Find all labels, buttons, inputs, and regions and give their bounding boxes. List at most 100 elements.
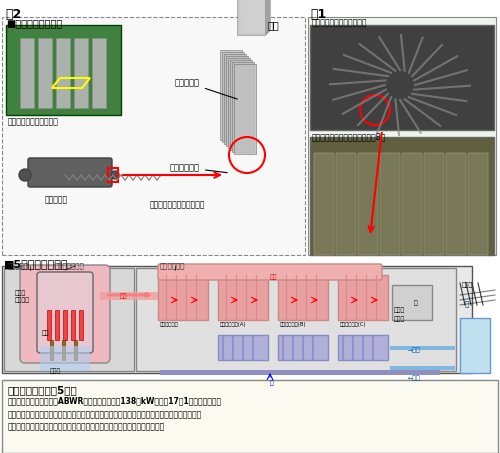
Text: 発電機: 発電機 — [394, 307, 405, 313]
FancyBboxPatch shape — [460, 318, 490, 373]
Text: 復水器: 復水器 — [394, 316, 405, 322]
Text: 蒸気: 蒸気 — [270, 274, 278, 280]
FancyBboxPatch shape — [308, 17, 496, 255]
Text: ←海水: ←海水 — [408, 375, 421, 381]
Text: 改良型沸騰水型軽水炉（ABWR）、定格電気出力138万kW、平成17年1月営業運転開始: 改良型沸騰水型軽水炉（ABWR）、定格電気出力138万kW、平成17年1月営業運… — [8, 396, 222, 405]
Text: カバーを外した低圧タービン（B）: カバーを外した低圧タービン（B） — [312, 132, 386, 141]
Text: 高圧タービン: 高圧タービン — [160, 322, 179, 327]
FancyBboxPatch shape — [402, 153, 422, 255]
Text: 低圧タービン(B): 低圧タービン(B) — [280, 322, 306, 327]
FancyBboxPatch shape — [100, 292, 160, 300]
FancyBboxPatch shape — [241, 0, 269, 31]
Text: 羽根１本が脱落した羽根車: 羽根１本が脱落した羽根車 — [312, 18, 368, 27]
FancyBboxPatch shape — [28, 158, 112, 187]
Text: 図1: 図1 — [310, 8, 326, 21]
FancyBboxPatch shape — [446, 153, 466, 255]
Bar — [71, 310, 75, 340]
Bar — [50, 340, 53, 360]
FancyBboxPatch shape — [224, 54, 246, 144]
Text: タービン軸の羽根取付け部: タービン軸の羽根取付け部 — [150, 200, 206, 209]
FancyBboxPatch shape — [222, 52, 244, 142]
FancyBboxPatch shape — [238, 0, 266, 34]
FancyBboxPatch shape — [37, 272, 93, 353]
Circle shape — [111, 171, 119, 179]
Text: 羽根: 羽根 — [268, 20, 280, 30]
FancyBboxPatch shape — [278, 335, 328, 360]
Text: 水: 水 — [270, 380, 274, 386]
FancyBboxPatch shape — [2, 380, 498, 453]
FancyBboxPatch shape — [136, 268, 456, 371]
FancyBboxPatch shape — [218, 335, 268, 360]
FancyBboxPatch shape — [92, 38, 106, 108]
Text: フォークピン: フォークピン — [170, 163, 227, 173]
FancyBboxPatch shape — [20, 38, 34, 108]
FancyBboxPatch shape — [390, 366, 455, 370]
Text: ■5号機系統概要図: ■5号機系統概要図 — [4, 259, 68, 269]
FancyBboxPatch shape — [232, 62, 254, 152]
FancyBboxPatch shape — [239, 0, 267, 33]
FancyBboxPatch shape — [468, 153, 488, 255]
Text: 原子炉格納容器: 原子炉格納容器 — [55, 262, 85, 269]
FancyBboxPatch shape — [310, 137, 494, 255]
Bar — [62, 340, 65, 360]
Text: タービン建屋: タービン建屋 — [160, 262, 186, 269]
FancyBboxPatch shape — [234, 64, 256, 154]
FancyBboxPatch shape — [314, 153, 334, 255]
FancyBboxPatch shape — [392, 285, 432, 320]
Text: 送電線: 送電線 — [462, 282, 473, 288]
FancyBboxPatch shape — [338, 335, 388, 360]
FancyBboxPatch shape — [226, 56, 248, 146]
FancyBboxPatch shape — [278, 275, 328, 320]
FancyBboxPatch shape — [228, 58, 250, 148]
Text: 原子炉
圧力容器: 原子炉 圧力容器 — [15, 290, 30, 303]
FancyArrowPatch shape — [108, 294, 149, 297]
FancyBboxPatch shape — [2, 17, 305, 255]
FancyBboxPatch shape — [40, 346, 90, 371]
FancyBboxPatch shape — [310, 25, 494, 130]
Text: 低圧タービン(A): 低圧タービン(A) — [220, 322, 246, 327]
Text: 蒸気: 蒸気 — [120, 293, 128, 299]
FancyBboxPatch shape — [56, 38, 70, 108]
Text: 軸: 軸 — [414, 300, 418, 306]
FancyBboxPatch shape — [230, 60, 252, 150]
FancyBboxPatch shape — [336, 153, 356, 255]
FancyBboxPatch shape — [380, 153, 400, 255]
Text: 低圧タービン(C): 低圧タービン(C) — [340, 322, 366, 327]
FancyBboxPatch shape — [358, 153, 378, 255]
FancyBboxPatch shape — [38, 38, 52, 108]
FancyBboxPatch shape — [240, 0, 268, 32]
FancyBboxPatch shape — [74, 38, 88, 108]
Text: 海: 海 — [465, 300, 469, 307]
FancyBboxPatch shape — [2, 266, 472, 373]
Bar — [74, 340, 77, 360]
Text: 燃料: 燃料 — [42, 330, 50, 336]
FancyBboxPatch shape — [20, 265, 110, 363]
Text: →海水: →海水 — [408, 347, 421, 352]
FancyBboxPatch shape — [158, 264, 382, 280]
Bar — [63, 310, 67, 340]
Text: 制御棒: 制御棒 — [50, 368, 61, 374]
FancyBboxPatch shape — [220, 50, 242, 140]
FancyBboxPatch shape — [4, 268, 134, 371]
Text: フォーク部が折れた羽根: フォーク部が折れた羽根 — [8, 117, 59, 126]
FancyBboxPatch shape — [424, 153, 444, 255]
Text: タービン軸: タービン軸 — [45, 195, 68, 204]
FancyBboxPatch shape — [237, 0, 265, 35]
Bar — [47, 310, 51, 340]
Text: ■羽根取付け概要図: ■羽根取付け概要図 — [6, 18, 62, 28]
Text: 図2: 図2 — [5, 8, 21, 21]
FancyBboxPatch shape — [390, 346, 455, 350]
FancyBboxPatch shape — [158, 275, 208, 320]
Bar — [55, 310, 59, 340]
FancyBboxPatch shape — [218, 275, 268, 320]
Circle shape — [19, 169, 31, 181]
Text: 浜岡原子力発電所5号機: 浜岡原子力発電所5号機 — [8, 385, 78, 395]
FancyBboxPatch shape — [242, 0, 270, 30]
Text: 原子力発電所では、原子燃料の核分裂による熱で蒸気をつくり、その力でタービンをまわして
発電しています。蒸気は海水で冷やされて水に戻り、繰り返し使われます。: 原子力発電所では、原子燃料の核分裂による熱で蒸気をつくり、その力でタービンをまわ… — [8, 410, 202, 432]
Bar — [79, 310, 83, 340]
FancyBboxPatch shape — [338, 275, 388, 320]
Text: フォーク部: フォーク部 — [175, 78, 238, 99]
FancyBboxPatch shape — [160, 370, 440, 375]
Text: 原子炉建屋: 原子炉建屋 — [8, 262, 29, 269]
FancyBboxPatch shape — [6, 25, 121, 115]
